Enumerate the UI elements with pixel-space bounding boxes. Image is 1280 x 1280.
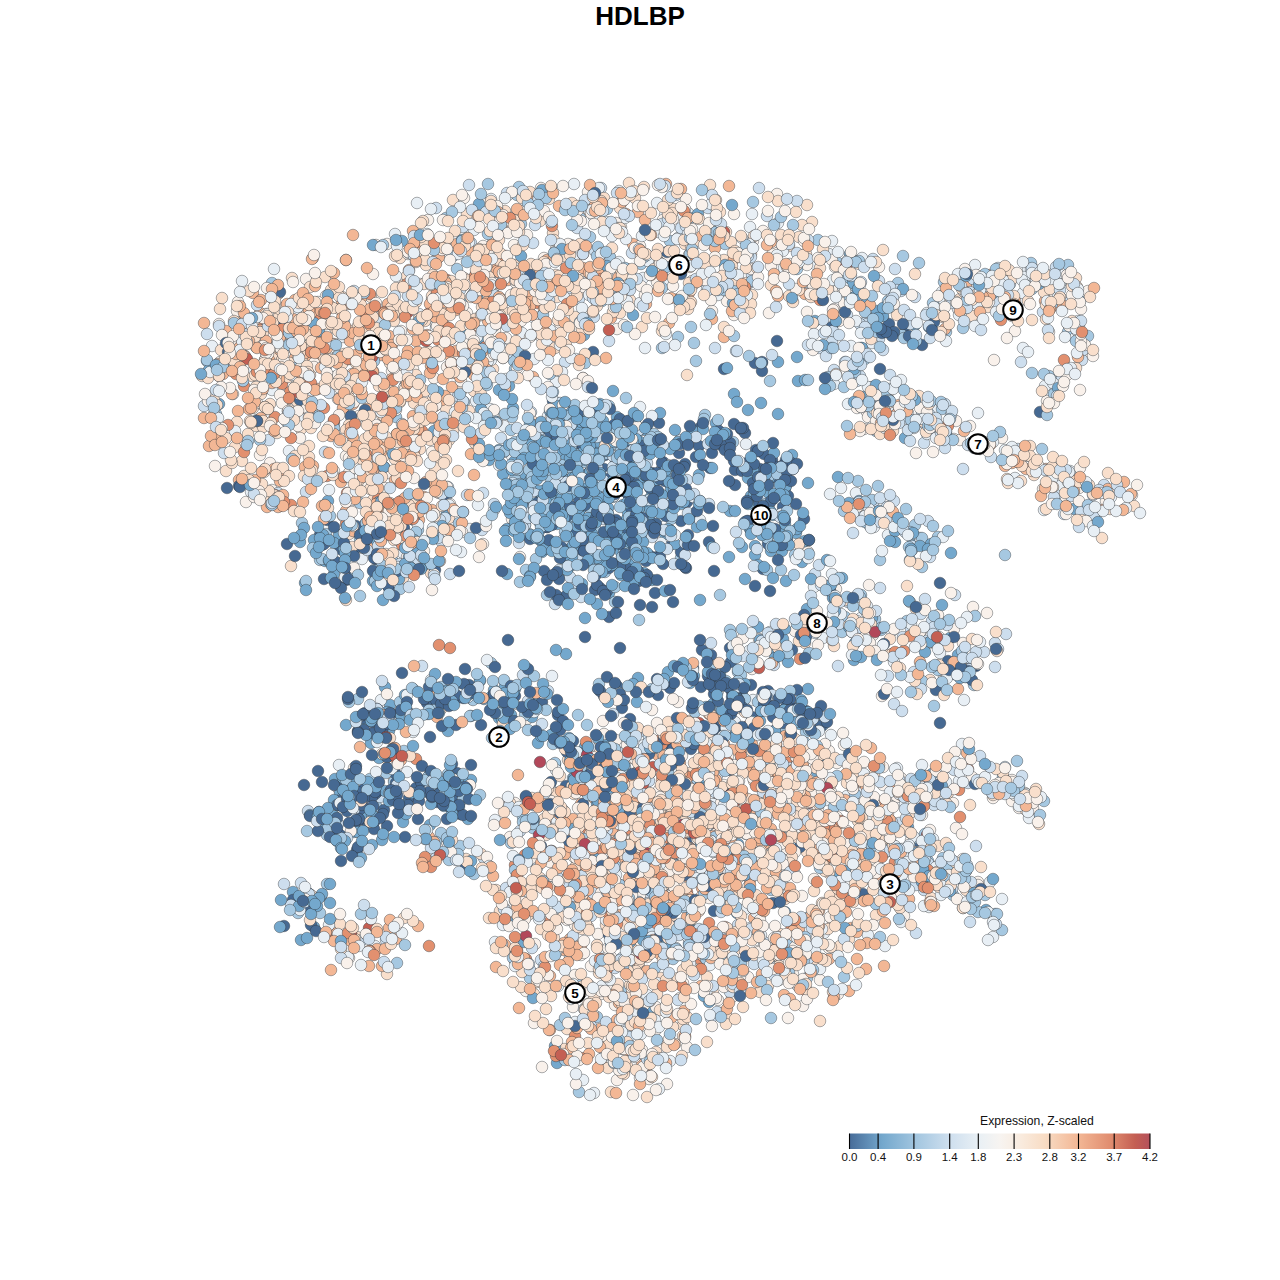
svg-text:4.2: 4.2 <box>1142 1151 1158 1163</box>
svg-text:10: 10 <box>753 508 768 523</box>
svg-text:2.8: 2.8 <box>1042 1151 1058 1163</box>
svg-text:0.0: 0.0 <box>842 1151 858 1163</box>
svg-text:6: 6 <box>675 258 683 273</box>
svg-text:1.4: 1.4 <box>942 1151 959 1163</box>
svg-text:4: 4 <box>612 480 620 495</box>
svg-text:5: 5 <box>571 986 579 1001</box>
svg-text:8: 8 <box>813 616 821 631</box>
svg-text:Expression, Z-scaled: Expression, Z-scaled <box>980 1114 1094 1128</box>
svg-text:HDLBP: HDLBP <box>595 1 685 31</box>
svg-text:2.3: 2.3 <box>1006 1151 1022 1163</box>
svg-text:3: 3 <box>886 877 894 892</box>
svg-text:0.9: 0.9 <box>906 1151 922 1163</box>
svg-text:9: 9 <box>1009 303 1017 318</box>
svg-text:1: 1 <box>367 338 375 353</box>
svg-text:3.2: 3.2 <box>1071 1151 1087 1163</box>
svg-text:3.7: 3.7 <box>1106 1151 1122 1163</box>
svg-text:0.4: 0.4 <box>870 1151 887 1163</box>
svg-text:1.8: 1.8 <box>970 1151 986 1163</box>
svg-text:2: 2 <box>495 730 503 745</box>
svg-text:7: 7 <box>974 437 982 452</box>
